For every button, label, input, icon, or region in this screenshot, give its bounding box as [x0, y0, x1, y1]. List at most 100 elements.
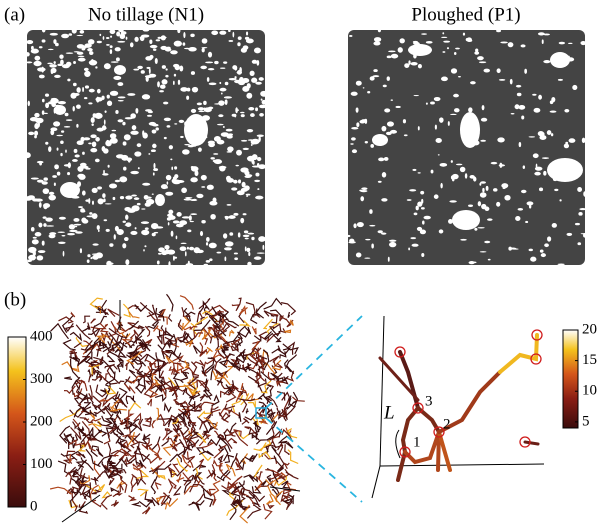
pore-branch [139, 442, 147, 450]
pore [60, 140, 64, 144]
pore-branch [167, 294, 174, 311]
pore [238, 232, 241, 237]
pore-branch [217, 380, 223, 382]
pore [439, 229, 444, 233]
pore [74, 224, 81, 226]
pore [152, 194, 154, 195]
pore [155, 226, 163, 228]
pore [243, 148, 249, 150]
pore [389, 240, 397, 242]
pore [219, 82, 221, 84]
pore [521, 190, 527, 193]
pore [42, 181, 48, 184]
pore-branch [147, 399, 151, 406]
pore [188, 47, 196, 51]
pore [123, 221, 126, 223]
pore [403, 119, 406, 123]
pore [255, 173, 259, 177]
pore [200, 231, 203, 236]
pore [77, 166, 83, 172]
pore [408, 60, 410, 64]
pore [351, 127, 358, 130]
pore [125, 215, 128, 220]
pore [149, 74, 157, 78]
pore [510, 79, 513, 85]
pore [28, 132, 34, 135]
pore [396, 106, 401, 108]
pore [92, 255, 99, 260]
pore [122, 122, 125, 126]
pore [250, 71, 255, 76]
pore [154, 232, 158, 234]
pore [541, 253, 546, 257]
pore [208, 68, 214, 70]
pore-branch [164, 404, 171, 411]
pore [110, 35, 112, 37]
pore-branch [152, 421, 155, 428]
pore [551, 133, 553, 136]
pore-branch [126, 362, 129, 370]
pore [413, 95, 418, 96]
pore [442, 32, 444, 34]
pore [138, 167, 140, 169]
pore-branch [91, 419, 101, 422]
pore [185, 197, 192, 199]
pore [119, 176, 127, 182]
pore [244, 230, 249, 233]
pore [152, 124, 159, 127]
pore [26, 40, 33, 44]
pore [173, 176, 177, 179]
pore [146, 67, 150, 69]
pore [232, 114, 237, 117]
pore-branch [142, 507, 150, 514]
pore [90, 134, 96, 138]
pore [350, 143, 353, 144]
pore-branch [98, 485, 104, 491]
pore [559, 199, 561, 201]
pore [234, 66, 237, 71]
pore [426, 102, 428, 104]
pore [82, 152, 85, 155]
pore-branch [129, 370, 137, 378]
pore [238, 36, 242, 40]
pore-branch [129, 496, 136, 501]
pore [135, 108, 138, 114]
pore [536, 164, 538, 169]
pore [229, 215, 235, 219]
pore [203, 101, 207, 105]
pore [225, 99, 228, 105]
pore [234, 252, 238, 254]
pore-branch [131, 476, 133, 492]
pore-branch [259, 405, 267, 413]
pore [89, 89, 95, 93]
node-label: 1 [413, 434, 421, 450]
pore [240, 167, 248, 172]
pore [349, 35, 352, 37]
pore [32, 239, 39, 244]
pore-branch [285, 444, 290, 454]
pore [75, 231, 82, 234]
pore [223, 61, 227, 63]
pore [256, 60, 259, 66]
pore [224, 257, 226, 262]
pore [97, 89, 101, 94]
pore [389, 242, 396, 247]
pore [534, 108, 541, 113]
pore [356, 122, 359, 127]
pore [56, 135, 63, 136]
pore [95, 66, 97, 68]
pore [247, 248, 251, 252]
tick-label: 0 [30, 498, 38, 514]
pore [111, 61, 119, 63]
pore-branch [288, 429, 298, 438]
pore [238, 179, 241, 183]
pore [31, 177, 39, 179]
pore [201, 175, 207, 180]
pore [441, 77, 448, 82]
pore [398, 47, 403, 53]
pore [25, 260, 32, 263]
pore [62, 64, 70, 68]
pore [49, 232, 56, 235]
pore [479, 61, 486, 63]
pore [110, 49, 113, 54]
